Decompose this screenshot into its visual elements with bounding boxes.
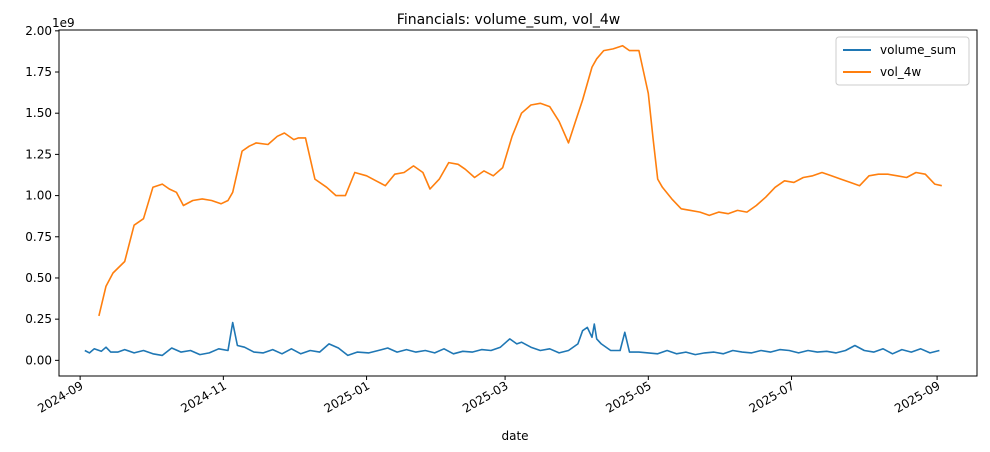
series-line-volume-sum: [84, 321, 940, 357]
y-offset-label: 1e9: [52, 16, 75, 30]
axes-frame: [58, 29, 978, 377]
y-tick-label: 0.25: [25, 312, 52, 326]
y-tick-label: 2.00: [25, 24, 52, 38]
legend-label-vol-4w: vol_4w: [880, 65, 921, 79]
y-tick-label: 1.00: [25, 189, 52, 203]
y-tick-label: 1.25: [25, 147, 52, 161]
y-tick-label: 1.50: [25, 106, 52, 120]
y-tick-label: 0.75: [25, 230, 52, 244]
plot-area: [84, 44, 942, 357]
series-line-vol-4w: [98, 44, 942, 317]
x-axis-label: date: [501, 429, 528, 443]
legend: volume_sum vol_4w: [835, 36, 970, 86]
y-tick-label: 1.75: [25, 65, 52, 79]
y-tick-label: 0.00: [25, 353, 52, 367]
chart-title: Financials: volume_sum, vol_4w: [397, 12, 620, 28]
y-axis: 0.00 0.25 0.50 0.75 1.00 1.25 1.50 1.75 2.00: [25, 24, 59, 367]
legend-label-volume-sum: volume_sum: [880, 43, 956, 57]
y-tick-label: 0.50: [25, 271, 52, 285]
